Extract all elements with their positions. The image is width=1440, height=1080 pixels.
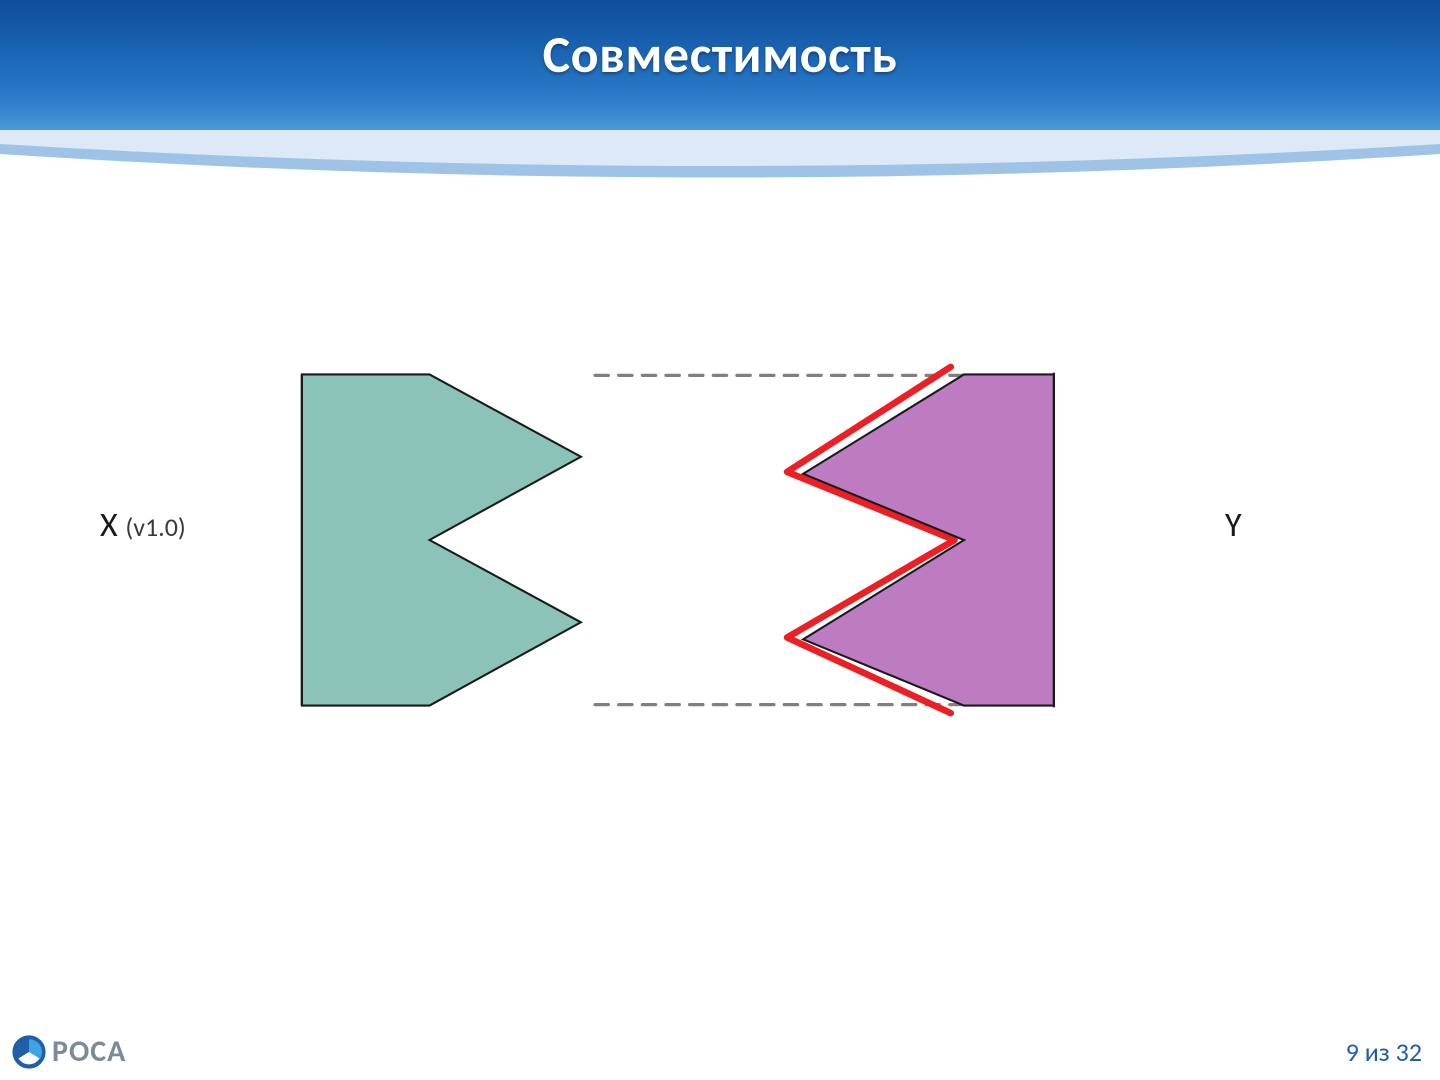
page-number: 9 из 32: [1346, 1036, 1422, 1068]
label-y: Y: [1225, 505, 1242, 546]
label-x: X (v1.0): [100, 505, 186, 546]
compatibility-diagram: [278, 365, 1160, 715]
label-x-version: (v1.0): [125, 511, 185, 543]
footer-brand-text: РОСА: [52, 1033, 126, 1070]
header-sub-band: [0, 130, 1440, 190]
label-x-main: X: [100, 505, 125, 546]
footer-logo: РОСА: [12, 1033, 126, 1070]
rosa-logo-icon: [12, 1035, 46, 1069]
slide-title: Совместимость: [0, 22, 1440, 86]
